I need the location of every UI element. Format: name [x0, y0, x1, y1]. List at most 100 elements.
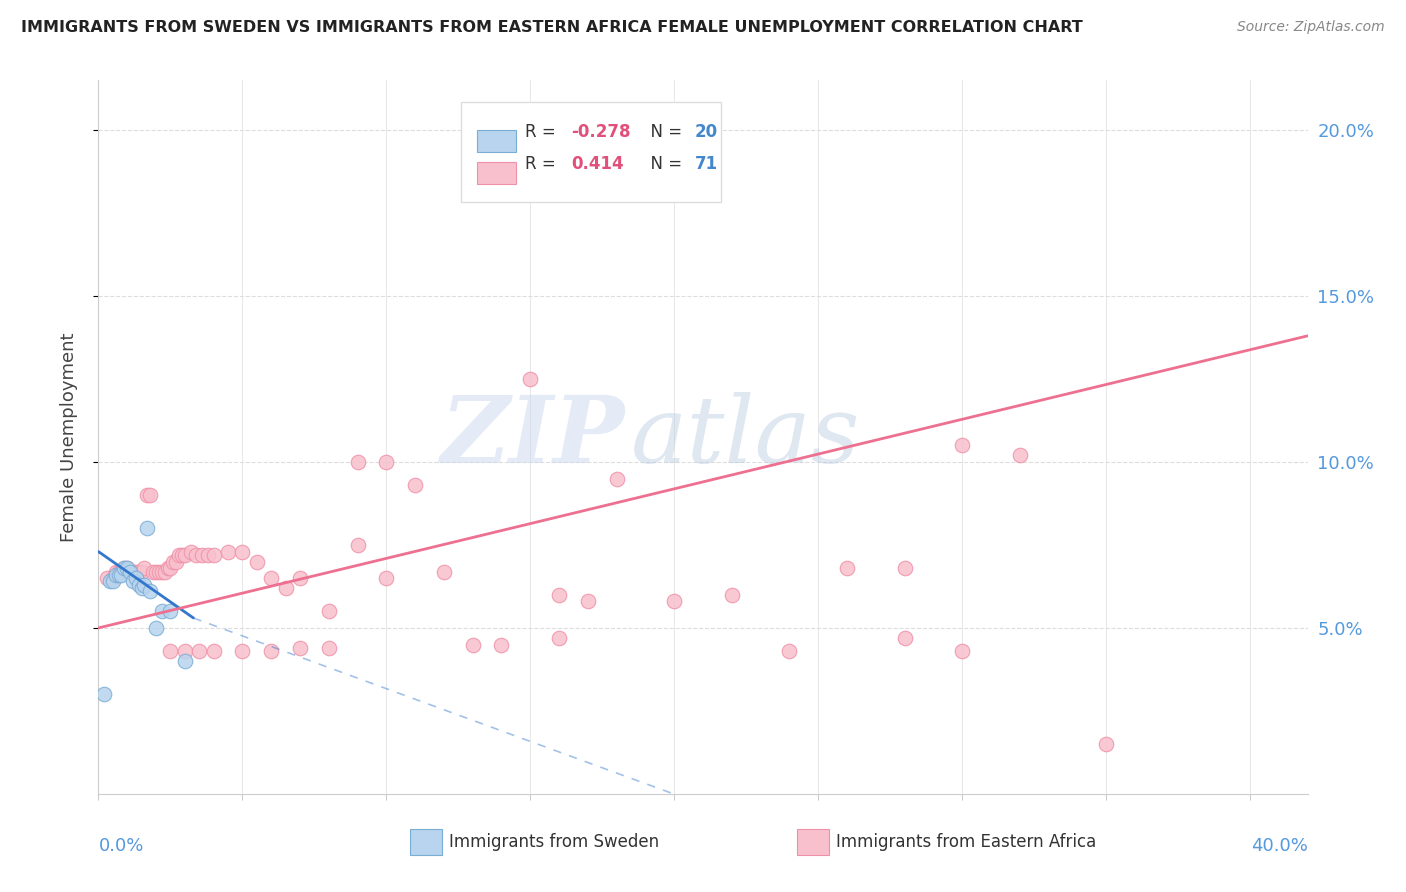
Text: 40.0%: 40.0% [1251, 837, 1308, 855]
Point [122, 565, 145, 579]
Point [950, 644, 973, 658]
Point [231, 544, 253, 558]
Point [150, 565, 173, 579]
Point [260, 571, 283, 585]
Point [202, 548, 225, 562]
Point [145, 621, 167, 635]
Point [433, 565, 456, 579]
Point [110, 567, 132, 582]
Point [156, 561, 179, 575]
Point [1095, 737, 1118, 751]
Point [246, 555, 269, 569]
Point [606, 472, 628, 486]
Point [139, 584, 162, 599]
Text: atlas: atlas [630, 392, 860, 482]
Point [180, 544, 202, 558]
Point [186, 548, 208, 562]
Point [139, 488, 162, 502]
Point [491, 638, 513, 652]
Point [142, 565, 165, 579]
Point [173, 644, 195, 658]
Point [112, 561, 135, 575]
Point [159, 644, 181, 658]
Point [548, 588, 571, 602]
Text: Source: ZipAtlas.com: Source: ZipAtlas.com [1237, 20, 1385, 34]
Point [153, 565, 176, 579]
Point [461, 638, 484, 652]
Point [131, 565, 153, 579]
Point [115, 561, 138, 575]
Point [136, 521, 159, 535]
Point [120, 565, 142, 579]
Text: -0.278: -0.278 [571, 123, 631, 141]
Point [519, 372, 541, 386]
Point [893, 561, 915, 575]
Point [134, 561, 156, 575]
Point [835, 561, 858, 575]
Point [260, 644, 283, 658]
FancyBboxPatch shape [477, 129, 516, 153]
FancyBboxPatch shape [411, 829, 441, 855]
Point [101, 571, 124, 585]
Point [893, 631, 915, 645]
Point [346, 455, 368, 469]
Point [318, 604, 340, 618]
Text: ZIP: ZIP [440, 392, 624, 482]
Point [491, 173, 513, 187]
Point [191, 548, 214, 562]
Text: IMMIGRANTS FROM SWEDEN VS IMMIGRANTS FROM EASTERN AFRICA FEMALE UNEMPLOYMENT COR: IMMIGRANTS FROM SWEDEN VS IMMIGRANTS FRO… [21, 20, 1083, 35]
Text: R =: R = [526, 155, 567, 173]
Point [346, 538, 368, 552]
Point [104, 565, 127, 579]
Point [375, 571, 398, 585]
Point [231, 644, 253, 658]
Point [148, 565, 170, 579]
Text: 20: 20 [695, 123, 717, 141]
FancyBboxPatch shape [461, 102, 721, 202]
Point [197, 548, 219, 562]
Point [104, 567, 127, 582]
Point [145, 565, 167, 579]
Point [217, 544, 239, 558]
Point [548, 631, 571, 645]
Point [576, 594, 599, 608]
Point [1008, 448, 1031, 462]
Point [125, 565, 148, 579]
Point [170, 548, 193, 562]
Text: Immigrants from Eastern Africa: Immigrants from Eastern Africa [837, 833, 1097, 851]
Point [159, 604, 181, 618]
Point [128, 565, 150, 579]
Point [93, 687, 115, 701]
Point [318, 640, 340, 655]
Point [98, 574, 121, 589]
Point [720, 588, 742, 602]
Point [110, 565, 132, 579]
Point [288, 640, 311, 655]
Text: Immigrants from Sweden: Immigrants from Sweden [449, 833, 659, 851]
Point [664, 594, 686, 608]
Point [101, 574, 124, 589]
Point [107, 567, 129, 582]
Point [131, 581, 153, 595]
Text: N =: N = [640, 123, 688, 141]
Point [136, 488, 159, 502]
Point [125, 571, 148, 585]
Text: 0.0%: 0.0% [98, 837, 143, 855]
FancyBboxPatch shape [477, 161, 516, 185]
Point [112, 561, 135, 575]
Point [165, 555, 187, 569]
Point [167, 548, 190, 562]
Point [159, 561, 181, 575]
Point [115, 561, 138, 575]
Point [188, 644, 211, 658]
Point [162, 555, 184, 569]
Point [375, 455, 398, 469]
Point [134, 578, 156, 592]
Point [120, 565, 142, 579]
Point [173, 654, 195, 668]
Point [96, 571, 118, 585]
Point [173, 548, 195, 562]
Point [122, 574, 145, 589]
Text: 71: 71 [695, 155, 717, 173]
Text: R =: R = [526, 123, 561, 141]
